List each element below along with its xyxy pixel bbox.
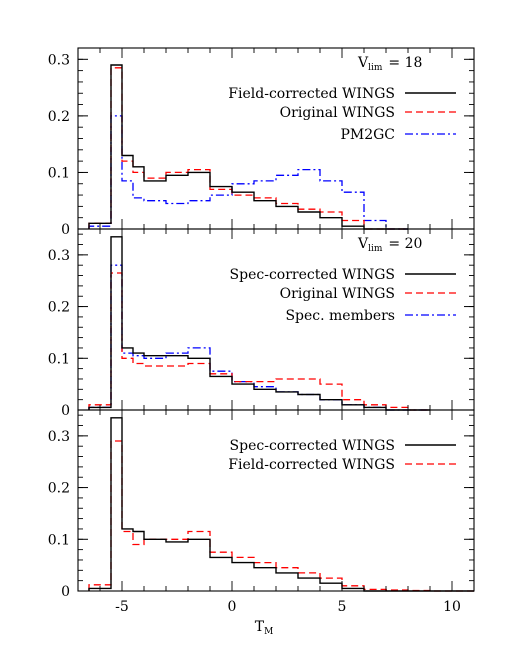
panel-2-ytick-label: 0 (61, 403, 70, 419)
panel-2-legend-label-2: Original WINGS (280, 286, 395, 302)
panel-1-legend-label-1: Field-corrected WINGS (228, 86, 395, 102)
panel-3-legend-label-1: Spec-corrected WINGS (230, 438, 395, 454)
panel-3-ytick-label: 0.2 (48, 481, 70, 497)
panel-1-series-2-histogram (88, 67, 408, 230)
panel-2-legend-label-1: Spec-corrected WINGS (230, 267, 395, 283)
panel-2-series-1-histogram (88, 236, 430, 411)
panel-1-series-1-histogram (88, 64, 408, 230)
panel-2-legend-label-3: Spec. members (285, 308, 395, 324)
panel-1-vlim-annotation: Vlim = 18 (357, 55, 422, 73)
panel-3-ytick-label: 0.3 (48, 429, 70, 445)
panel-1-legend-label-2: Original WINGS (280, 105, 395, 121)
legend-layer: Field-corrected WINGS Original WINGS PM2GC… (228, 86, 456, 473)
xtick-label: -5 (115, 599, 129, 615)
x-axis-label: TM (255, 619, 274, 637)
panel-3-ytick-label: 0.1 (48, 532, 70, 548)
panel-1-legend-label-3: PM2GC (340, 127, 395, 143)
frame-layer (77, 47, 475, 592)
panel-2-frame (77, 228, 475, 411)
x-axis-label-subscript: M (264, 627, 273, 637)
panel-2-ytick-label: 0.1 (48, 351, 70, 367)
panel-1-ytick-label: 0.3 (48, 52, 70, 68)
text-layer: 0 0.1 0.2 0.3 Vlim = 18 0 0.1 0.2 0.3 Vlim = 20 0 0.1… (48, 52, 461, 615)
panel-1-ytick-label: 0.2 (48, 109, 70, 125)
panel-1-ytick-label: 0.1 (48, 165, 70, 181)
panel-3-ytick-label: 0 (61, 584, 70, 600)
panel-3-legend-label-2: Field-corrected WINGS (228, 457, 395, 473)
xtick-label: 5 (338, 599, 347, 615)
histogram-layer (88, 64, 474, 592)
xtick-label: 0 (228, 599, 237, 615)
panel-1-ytick-label: 0 (61, 222, 70, 238)
panel-2-vlim-annotation: Vlim = 20 (357, 236, 422, 254)
panel-1-series-3-histogram (88, 115, 408, 230)
xtick-label: 10 (443, 599, 461, 615)
panel-2-ytick-label: 0.3 (48, 248, 70, 264)
panel-2-ytick-label: 0.2 (48, 300, 70, 316)
